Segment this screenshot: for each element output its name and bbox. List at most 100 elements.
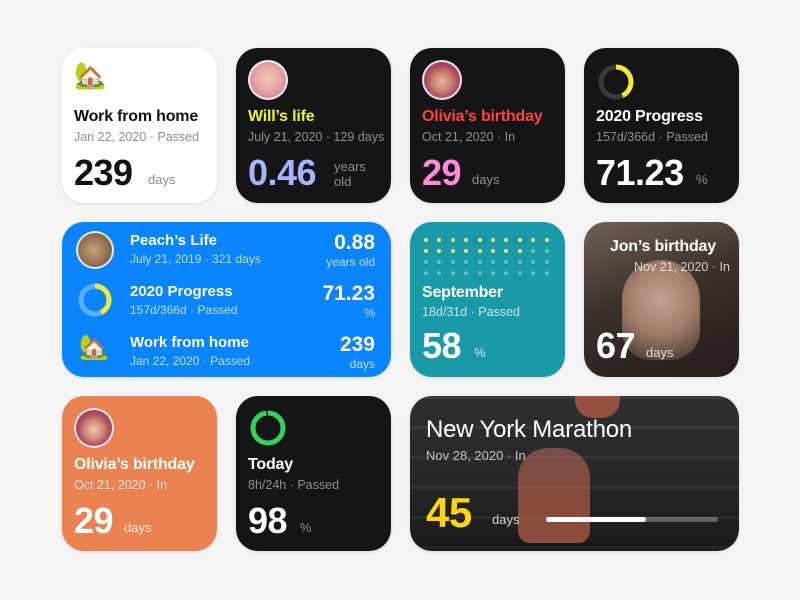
widget-title: Olivia’s birthday [422, 108, 543, 125]
widget-unit: days [148, 172, 176, 187]
widget-subtitle: Oct 21, 2020 · In [74, 478, 168, 492]
day-dot [544, 249, 549, 253]
row-subtitle-peach: July 21, 2019 · 321 days [130, 252, 261, 266]
girl-avatar [422, 60, 462, 100]
olivia-birthday-widget[interactable]: Olivia’s birthday Oct 21, 2020 · In 29 d… [410, 48, 565, 203]
progress-2020-widget[interactable]: 2020 Progress 157d/366d · Passed 71.23 % [584, 48, 739, 203]
day-dot [424, 249, 428, 253]
widget-value: 0.46 [248, 152, 317, 193]
wills-life-widget[interactable]: Will’s life July 21, 2020 · 129 days 0.4… [236, 48, 391, 203]
row-subtitle-progress: 157d/366d · Passed [130, 303, 238, 317]
september-widget[interactable]: September 18d/31d · Passed 58 % [410, 222, 565, 377]
day-dot [544, 260, 549, 264]
widget-subtitle: July 21, 2020 · 129 days [248, 130, 385, 144]
widget-unit: days [492, 512, 520, 527]
widget-value: 67 [596, 325, 636, 366]
day-dot [437, 249, 442, 253]
runner-shoe-photo-top [575, 396, 620, 418]
olivia-birthday-orange-widget[interactable]: Olivia’s birthday Oct 21, 2020 · In 29 d… [62, 396, 217, 551]
widget-unit: % [474, 345, 486, 360]
widget-value: 71.23 [596, 152, 684, 193]
widget-title: 2020 Progress [596, 108, 703, 125]
widget-subtitle: Nov 28, 2020 · In [426, 448, 526, 463]
widget-subtitle: 18d/31d · Passed [422, 305, 520, 319]
day-dot [477, 271, 482, 275]
row-value-peach: 0.88 [334, 231, 375, 254]
row-title-work: Work from home [130, 334, 249, 351]
widget-unit: days [124, 520, 152, 535]
row-unit-peach: years old [326, 255, 375, 269]
day-dot [437, 260, 442, 264]
widget-subtitle: 8h/24h · Passed [248, 478, 340, 492]
day-dot [504, 238, 509, 242]
widget-value: 29 [74, 500, 114, 541]
widget-subtitle: Jan 22, 2020 · Passed [74, 130, 200, 144]
day-dot [504, 260, 509, 264]
cat-avatar [76, 231, 114, 269]
day-dot [424, 271, 428, 275]
widget-subtitle: Nov 21, 2020 · In [634, 260, 730, 274]
day-dot [491, 238, 495, 242]
day-dot [464, 249, 469, 253]
marathon-progress-track [546, 517, 718, 522]
day-dot [531, 249, 536, 253]
widget-unit: days [472, 172, 500, 187]
house-tree-icon: 🏡 [74, 60, 107, 90]
runner-shoe-photo [518, 448, 590, 543]
widget-unit-years: years [334, 159, 366, 174]
day-dot [491, 271, 495, 275]
widget-title: Jon’s birthday [610, 238, 716, 255]
widget-value: 58 [422, 325, 462, 366]
row-title-progress: 2020 Progress [130, 283, 233, 300]
day-dot [477, 238, 482, 242]
work-from-home-widget[interactable]: 🏡 Work from home Jan 22, 2020 · Passed 2… [62, 48, 217, 203]
widget-title: Work from home [74, 108, 199, 125]
progress-ring-icon [598, 64, 634, 100]
day-dot [450, 260, 455, 264]
house-tree-icon: 🏡 [79, 334, 109, 361]
widget-title: Will’s life [248, 108, 315, 125]
widget-subtitle: 157d/366d · Passed [596, 130, 708, 144]
day-dot [491, 249, 495, 253]
today-widget[interactable]: Today 8h/24h · Passed 98 % [236, 396, 391, 551]
girl-avatar [74, 408, 114, 448]
day-dot [477, 249, 482, 253]
jons-birthday-widget[interactable]: Jon’s birthday Nov 21, 2020 · In 67 days [584, 222, 739, 377]
marathon-progress-fill [546, 517, 646, 522]
widget-title: New York Marathon [426, 416, 633, 443]
progress-ring-icon [250, 410, 286, 446]
widget-value: 29 [422, 152, 462, 193]
widget-unit: days [646, 345, 674, 360]
widget-value: 239 [74, 152, 133, 193]
day-dot [504, 271, 509, 275]
month-dot-grid [410, 222, 565, 282]
row-title-peach: Peach’s Life [130, 232, 217, 249]
day-dot [517, 238, 522, 242]
day-dot [531, 271, 536, 275]
day-dot [531, 238, 536, 242]
day-dot [437, 238, 442, 242]
widget-unit-old: old [334, 174, 352, 189]
baby-avatar [248, 60, 288, 100]
row-value-work: 239 [339, 333, 375, 356]
row-value-progress: 71.23 [322, 282, 375, 305]
day-dot [517, 260, 522, 264]
day-dot [450, 238, 455, 242]
day-dot [544, 238, 549, 242]
multi-counter-widget[interactable]: Peach’s Life July 21, 2019 · 321 days 0.… [62, 222, 391, 377]
day-dot [464, 238, 469, 242]
day-dot [517, 249, 522, 253]
widget-value: 98 [248, 500, 288, 541]
child-photo [622, 260, 700, 360]
widget-title: September [422, 284, 503, 301]
day-dot [424, 260, 428, 264]
row-unit-progress: % [364, 306, 375, 320]
widget-title: Today [248, 456, 293, 473]
day-dot [450, 271, 455, 275]
day-dot [504, 249, 509, 253]
day-dot [437, 271, 442, 275]
day-dot [477, 260, 482, 264]
new-york-marathon-widget[interactable]: New York Marathon Nov 28, 2020 · In 45 d… [410, 396, 739, 551]
widget-title: Olivia’s birthday [74, 456, 195, 473]
day-dot [517, 271, 522, 275]
